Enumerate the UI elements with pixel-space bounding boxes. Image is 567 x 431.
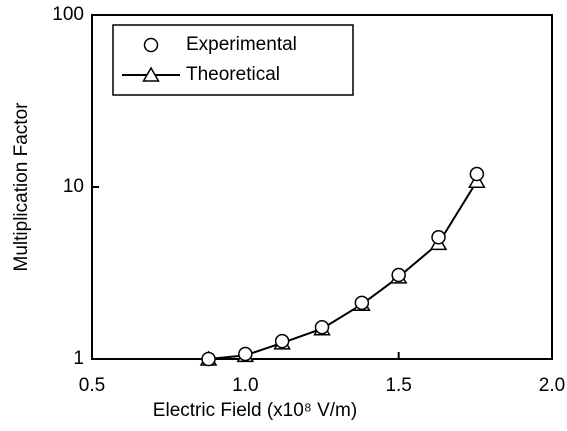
y-tick-label: 1 bbox=[73, 348, 84, 369]
y-axis-label: Multiplication Factor bbox=[11, 102, 32, 272]
x-tick-label: 2.0 bbox=[539, 375, 565, 396]
x-tick-label: 0.5 bbox=[79, 375, 105, 396]
data-point bbox=[314, 319, 330, 335]
y-tick-label: 10 bbox=[63, 176, 84, 197]
data-point bbox=[201, 351, 216, 367]
x-tick-label: 1.0 bbox=[232, 375, 258, 396]
data-point bbox=[469, 166, 485, 182]
x-axis-label: Electric Field (x10⁸ V/m) bbox=[153, 400, 357, 421]
data-point bbox=[274, 333, 290, 349]
data-point bbox=[238, 346, 253, 362]
series-line bbox=[208, 180, 478, 360]
legend-label: Theoretical bbox=[186, 64, 280, 85]
legend-marker bbox=[142, 66, 160, 82]
x-tick-label: 1.5 bbox=[385, 375, 411, 396]
data-point bbox=[431, 230, 446, 245]
legend-marker bbox=[143, 37, 159, 53]
legend-label: Experimental bbox=[186, 34, 297, 55]
data-point bbox=[391, 267, 406, 283]
legend-box bbox=[112, 24, 354, 96]
data-point bbox=[354, 295, 370, 311]
y-tick-label: 100 bbox=[52, 4, 84, 25]
